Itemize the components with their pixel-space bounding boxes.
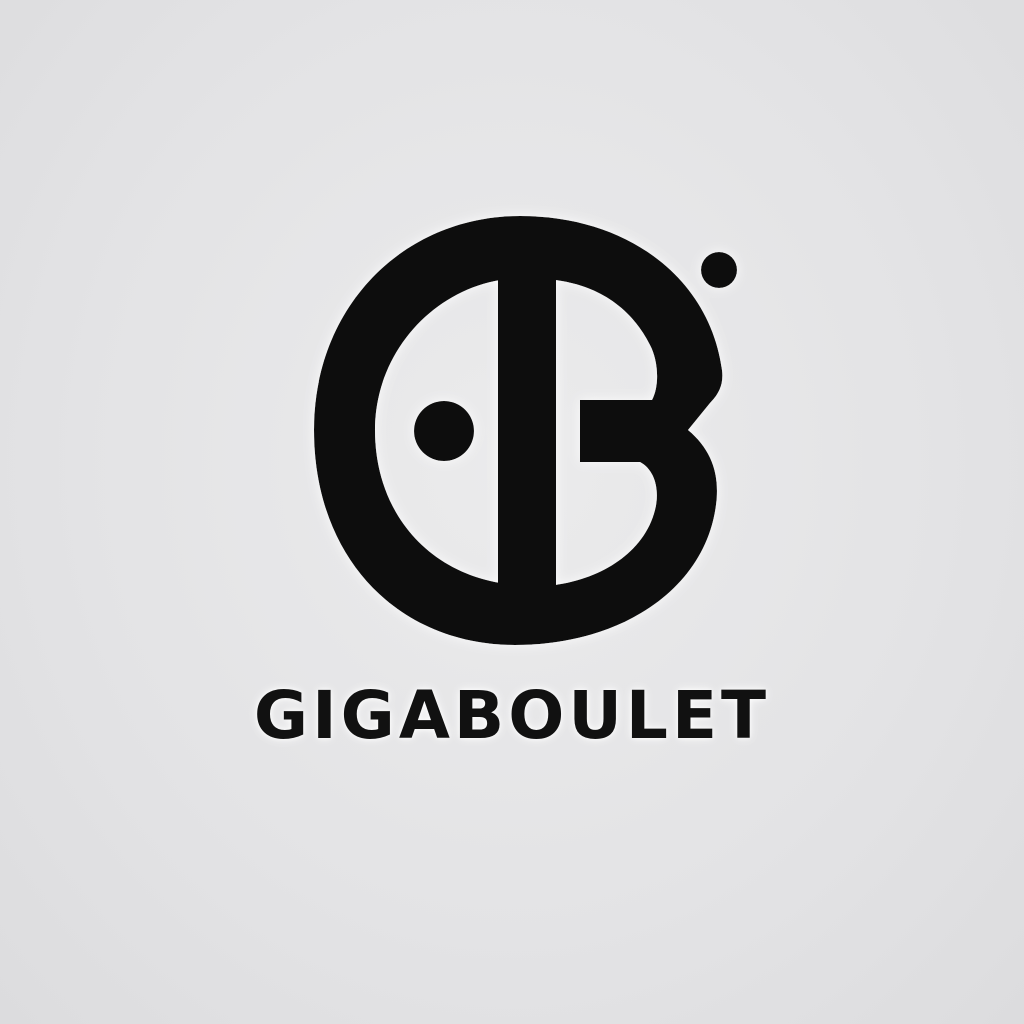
- dot-icon: [701, 252, 737, 288]
- monogram-center-bar: [498, 278, 556, 588]
- dot-icon: [414, 401, 474, 461]
- brand-wordmark: GIGABOULET: [253, 677, 771, 754]
